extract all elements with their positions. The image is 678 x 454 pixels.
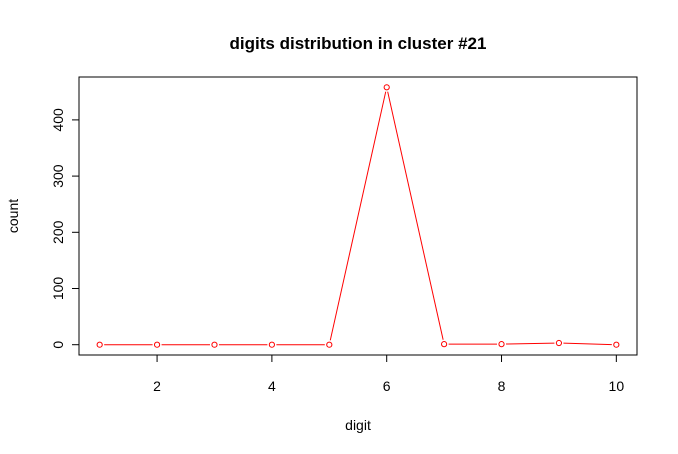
series-segment — [563, 342, 612, 346]
data-point — [268, 341, 275, 348]
data-point — [211, 341, 218, 348]
x-tick-label: 8 — [498, 378, 506, 394]
data-point — [153, 341, 161, 348]
x-tick-label: 4 — [268, 378, 276, 394]
data-point — [555, 339, 563, 347]
y-axis-label: count — [5, 199, 21, 233]
series-layer — [96, 84, 620, 348]
x-tick-label: 2 — [153, 378, 161, 394]
y-tick-label: 0 — [50, 341, 66, 349]
y-tick-label: 400 — [50, 108, 66, 132]
y-tick-label: 100 — [50, 277, 66, 301]
chart-title: digits distribution in cluster #21 — [230, 34, 487, 53]
series-segment — [506, 342, 555, 345]
series-segment — [387, 91, 444, 340]
data-point — [96, 341, 103, 348]
data-point — [383, 84, 390, 91]
x-tick-label: 6 — [383, 378, 391, 394]
x-axis-label: digit — [345, 417, 371, 433]
y-tick-label: 200 — [50, 220, 66, 244]
data-point — [498, 341, 505, 348]
data-point — [326, 341, 333, 348]
plot-frame — [78, 76, 638, 356]
series-segment — [329, 91, 387, 341]
y-axis: 0 100 200 300 400 — [50, 108, 79, 349]
x-axis: 2 4 6 8 10 — [153, 355, 624, 394]
y-tick-label: 300 — [50, 164, 66, 188]
data-point — [441, 341, 448, 348]
data-point — [613, 341, 620, 348]
x-tick-label: 10 — [609, 378, 625, 394]
